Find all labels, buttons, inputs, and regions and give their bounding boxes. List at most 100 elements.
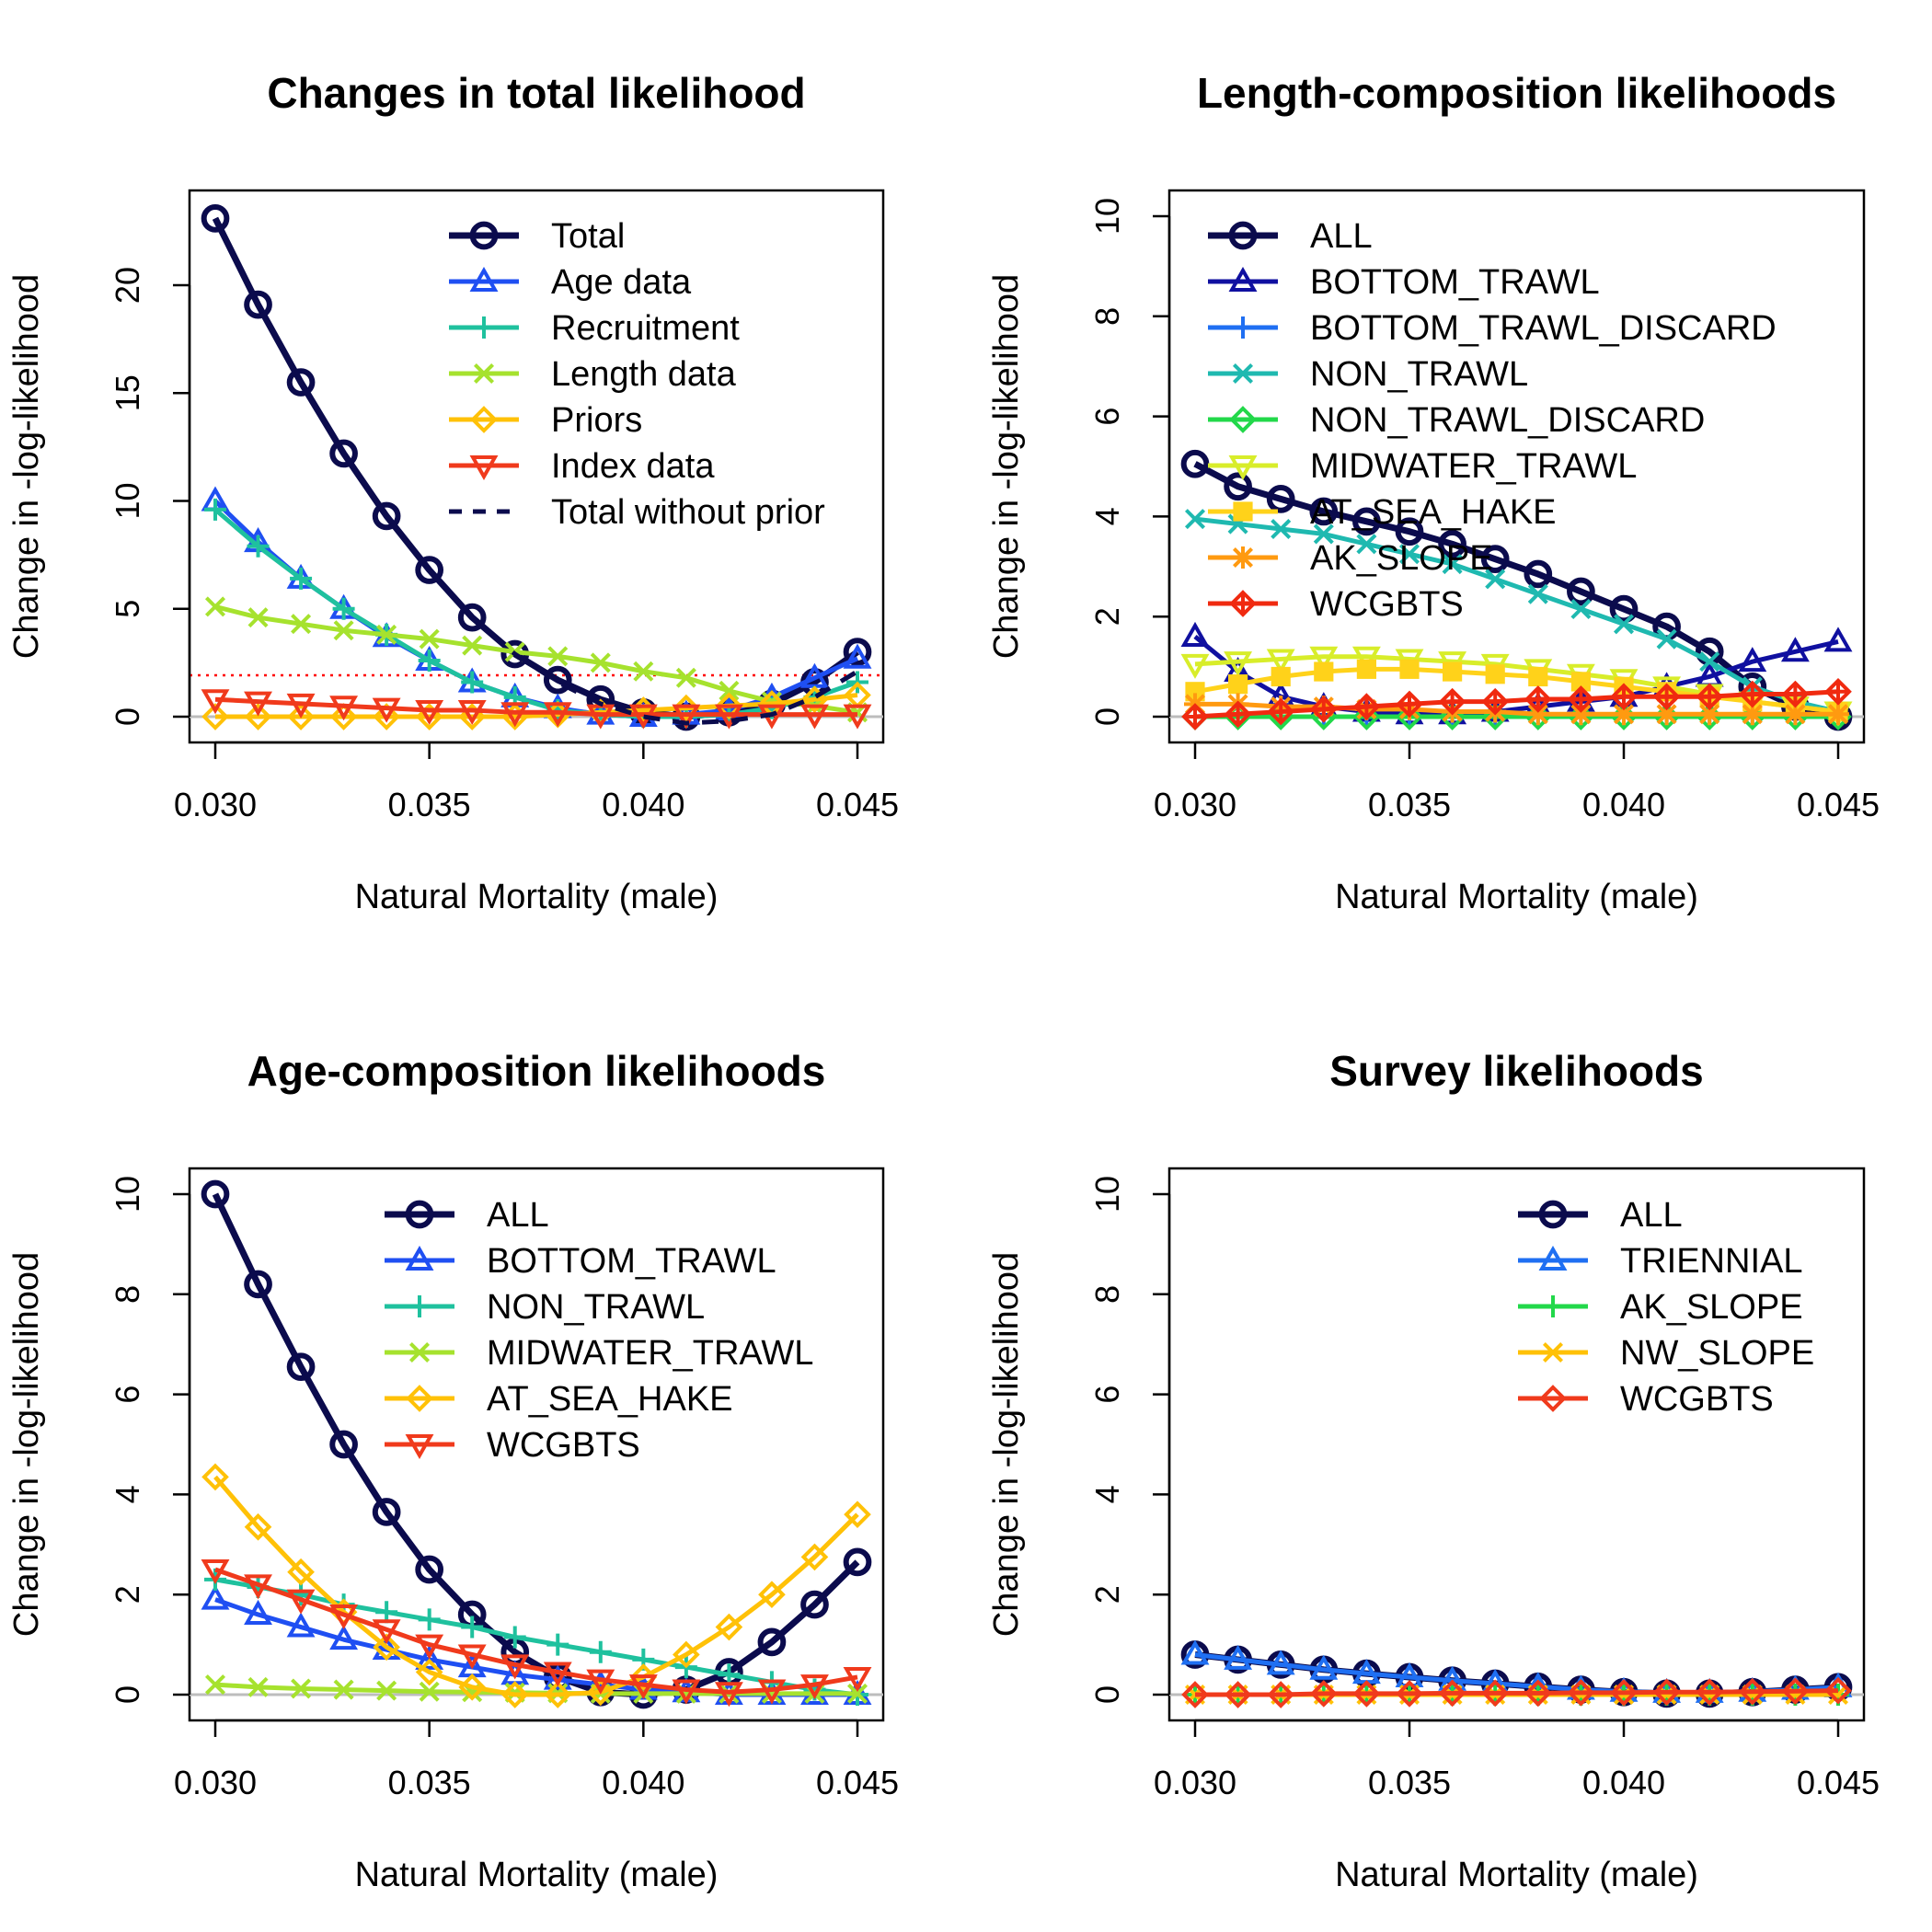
data-point [415,1644,444,1670]
y-tick-label: 2 [1088,1585,1126,1604]
data-point [1355,696,1378,719]
data-point [1570,703,1593,726]
data-point [1652,1678,1681,1707]
data-point [1655,703,1678,726]
data-point [1180,653,1210,679]
data-point [333,620,354,641]
data-point [204,596,226,617]
legend-item: WCGBTS [1518,1380,1774,1419]
data-point [1224,1681,1252,1708]
legend-label: WCGBTS [487,1426,640,1465]
legend-marker [408,1341,431,1363]
panel-title: Length-composition likelihoods [1197,69,1836,117]
data-point [201,203,230,233]
y-tick-label: 8 [1088,307,1126,326]
data-point [500,702,530,728]
y-tick-label: 0 [1088,1685,1126,1704]
data-point [244,1270,272,1299]
data-point [544,1681,572,1708]
legend-label: AT_SEA_HAKE [487,1380,733,1419]
data-point [1270,700,1293,723]
legend-marker [408,1295,431,1317]
legend-label: AK_SLOPE [1620,1288,1803,1327]
data-point [201,1179,230,1209]
data-point [244,290,272,319]
data-point [1438,1679,1466,1708]
data-point [714,704,743,730]
legend-marker [1542,1295,1564,1317]
legend-label: AK_SLOPE [1310,539,1493,578]
data-point [1398,544,1420,565]
data-point [1224,1644,1253,1670]
legend-label: ALL [1310,217,1373,256]
data-point [586,1678,615,1707]
data-point [719,680,740,701]
legend-marker [1232,546,1254,569]
legend-label: BOTTOM_TRAWL [1310,263,1600,302]
y-tick-label: 6 [1088,1386,1126,1404]
data-point [373,1633,400,1662]
data-point [757,1627,787,1657]
data-point [1271,666,1291,687]
y-tick-label: 10 [109,482,146,519]
data-point [204,1674,226,1696]
series-line [213,1475,859,1697]
legend-item: BOTTOM_TRAWL [1208,263,1600,302]
data-point [1352,1680,1381,1708]
data-point [757,1679,787,1705]
data-point [800,1674,829,1700]
data-point [546,1633,569,1656]
data-point [333,1679,354,1700]
y-tick-label: 8 [109,1285,146,1304]
x-axis-title: Natural Mortality (male) [355,1856,719,1894]
legend-label: NON_TRAWL [1310,355,1528,394]
legend-label: Age data [551,263,692,302]
data-point [373,703,400,730]
data-point [1480,545,1510,573]
y-axis-title: Change in -log-likelihood [987,274,1026,659]
legend-item: Length data [449,355,737,394]
data-point [1356,659,1377,679]
y-tick-label: 4 [1088,1485,1126,1503]
data-point [1781,1677,1810,1706]
data-point [1398,693,1420,716]
data-point [800,1590,829,1619]
data-point [1526,687,1549,710]
data-point [1741,703,1764,726]
y-tick-label: 5 [109,600,146,618]
data-point [718,1663,741,1686]
legend-item: AK_SLOPE [1208,539,1493,578]
data-point [1443,661,1463,682]
legend-label: Recruitment [551,309,740,348]
data-point [244,703,272,730]
data-point [843,638,872,667]
series-line [212,216,860,720]
data-point [286,1352,316,1382]
x-tick-label: 0.035 [388,786,471,823]
y-axis-title: Change in -log-likelihood [7,1252,46,1637]
data-point [291,1678,312,1699]
legend-item: ALL [1208,217,1373,256]
legend-marker [1232,362,1254,385]
legend-label: ALL [487,1196,549,1235]
x-tick-label: 0.040 [602,786,684,823]
data-point [1266,485,1295,513]
data-point [244,1574,272,1600]
data-point [1314,661,1334,682]
data-point [372,1498,401,1526]
data-point [1485,664,1505,684]
legend-item: NW_SLOPE [1518,1334,1814,1373]
data-point [1827,680,1849,703]
series-wcgbts [201,1559,872,1708]
data-point [415,703,443,730]
legend-label: NON_TRAWL [487,1288,705,1327]
legend-item: Total [449,217,625,256]
x-tick-label: 0.035 [1368,1764,1451,1801]
data-point [458,1673,487,1701]
series-line [1195,701,1838,717]
data-point [633,661,654,682]
data-point [201,1584,230,1610]
y-tick-label: 20 [109,267,146,304]
y-tick-label: 4 [1088,507,1126,525]
x-tick-label: 0.035 [1368,786,1451,823]
